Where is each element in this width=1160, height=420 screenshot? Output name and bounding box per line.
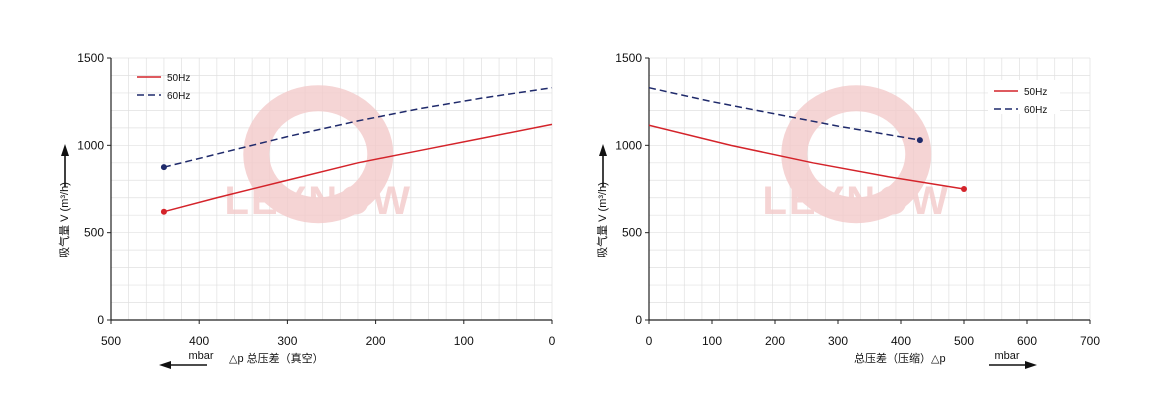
watermark-logo: LEYNOW [224,85,412,224]
watermark-brand: LEYNOW [762,179,950,223]
series-endpoint-50Hz [160,208,167,215]
watermark-ring [781,85,932,224]
series-endpoint-60Hz [916,137,923,144]
legend-label-60Hz: 60Hz [167,91,190,102]
x-tick-label: 300 [277,334,297,348]
x-axis-label: 总压差（压缩）△p [854,351,946,365]
x-arrow-icon [159,361,171,369]
y-tick-label: 1000 [77,138,104,152]
y-tick-label: 1500 [77,51,104,65]
legend-label-50Hz: 50Hz [167,73,190,84]
x-tick-label: 500 [101,334,121,348]
x-unit-label: mbar [188,350,213,362]
y-axis-label: 吸气量 V (m³/h) [595,182,609,258]
legend-label-60Hz: 60Hz [1024,105,1047,116]
watermark-brand: LEYNOW [224,179,412,223]
watermark-logo: LEYNOW [762,85,950,224]
x-tick-label: 200 [366,334,386,348]
y-tick-label: 0 [635,313,642,327]
x-tick-label: 500 [954,334,974,348]
x-axis-label: △p 总压差（真空） [229,351,324,365]
series-endpoint-50Hz [961,186,967,192]
y-tick-label: 500 [84,226,104,240]
legend: 50Hz 60Hz [988,80,1060,116]
y-arrow-icon [61,144,69,156]
y-tick-label: 1500 [615,51,642,65]
y-tick-label: 500 [622,226,642,240]
y-tick-label: 0 [97,313,104,327]
x-tick-label: 0 [646,334,653,348]
watermark-ring [243,85,394,224]
series-endpoint-60Hz [160,164,167,171]
x-tick-label: 100 [454,334,474,348]
x-tick-label: 700 [1080,334,1100,348]
x-tick-label: 400 [189,334,209,348]
chart-panel-2: LEYNOW 0 500 1000 1500 0 100 200 300 400 500 600 700… [595,51,1100,369]
series-line-50Hz [163,123,553,213]
x-tick-label: 600 [1017,334,1037,348]
series-line-50Hz [648,124,965,190]
x-tick-label: 0 [549,334,556,348]
x-arrow-icon [1025,361,1037,369]
legend: 50Hz 60Hz [137,73,190,102]
legend-label-50Hz: 50Hz [1024,87,1047,98]
y-tick-label: 1000 [615,138,642,152]
x-tick-label: 400 [891,334,911,348]
x-unit-label: mbar [994,350,1019,362]
x-tick-label: 100 [702,334,722,348]
y-arrow-icon [599,144,607,156]
series-line-60Hz [163,86,553,168]
y-axis-label: 吸气量 V (m³/h) [57,182,71,258]
series-line-60Hz [648,86,921,141]
x-tick-label: 300 [828,334,848,348]
x-tick-label: 200 [765,334,785,348]
